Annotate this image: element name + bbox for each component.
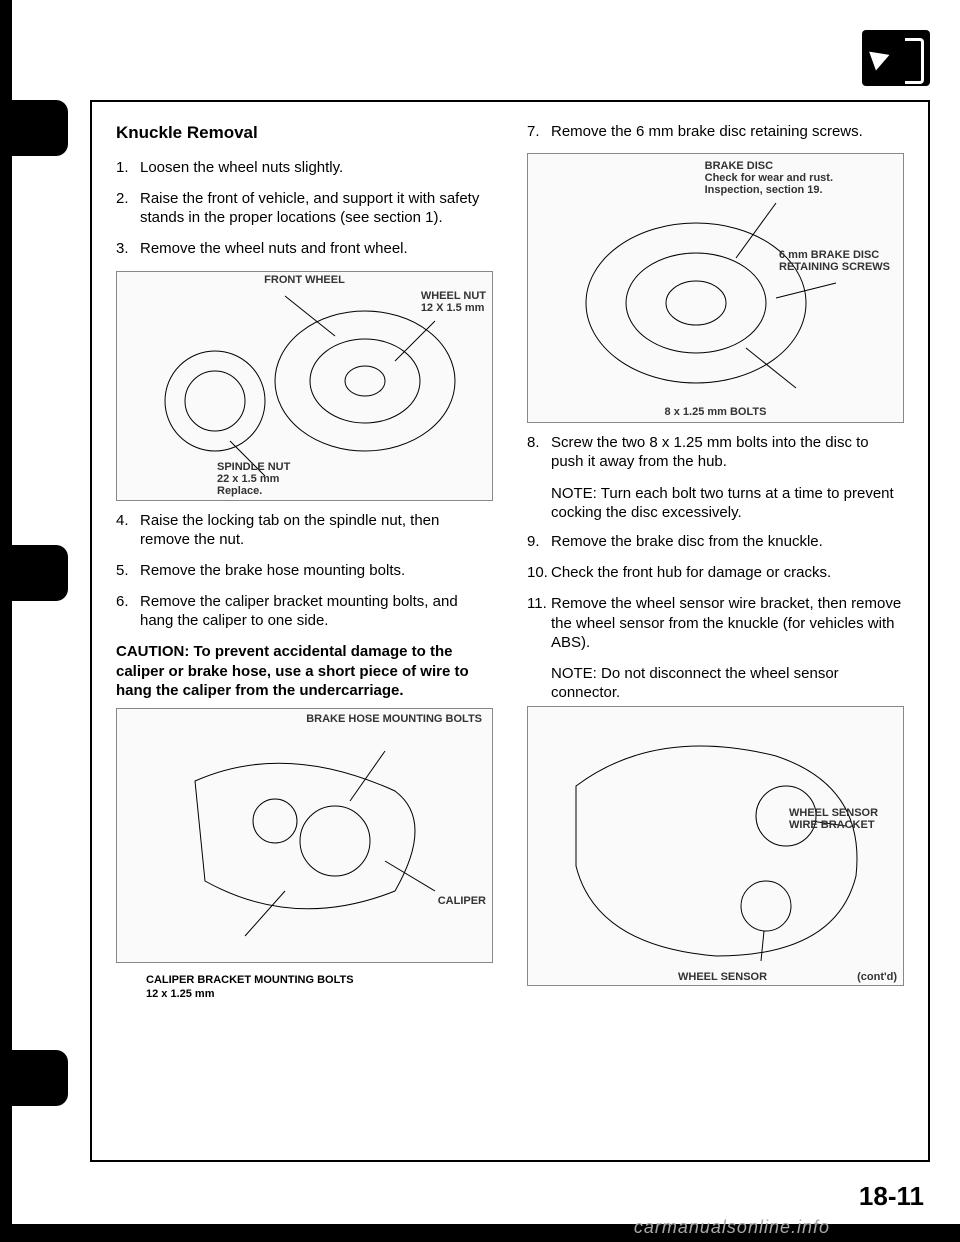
note-text: Turn each bolt two turns at a time to pr… [551,485,894,521]
step-text: Remove the wheel sensor wire bracket, th… [551,594,904,652]
step-number: 10. [527,563,551,582]
step-number: 3. [116,239,140,258]
caution-block: CAUTION: To prevent accidental damage to… [116,642,493,700]
caution-label: CAUTION: [116,643,189,660]
label-spec: 12 x 1.25 mm [146,988,215,1000]
step-item: 11.Remove the wheel sensor wire bracket,… [527,594,904,652]
note-label: NOTE: [551,665,597,682]
wheel-sensor-diagram [536,716,896,976]
contd-label: (cont'd) [857,971,897,983]
figure-label: WHEEL SENSOR WIRE BRACKET [789,807,899,831]
figure-brake-disc: BRAKE DISC Check for wear and rust. Insp… [527,153,904,423]
figure-label: BRAKE DISC Check for wear and rust. Insp… [705,160,833,196]
step-text: Loosen the wheel nuts slightly. [140,158,493,177]
page: Knuckle Removal 1.Loosen the wheel nuts … [0,0,960,1242]
figure-label: FRONT WHEEL [264,274,345,286]
right-column: 7.Remove the 6 mm brake disc retaining s… [527,122,904,1144]
figure-front-wheel: FRONT WHEEL WHEEL NUT 12 X 1.5 mm [116,271,493,501]
step-text: Remove the wheel nuts and front wheel. [140,239,493,258]
label-note: Inspection, section 19. [705,184,823,196]
label-text: CALIPER BRACKET MOUNTING BOLTS [146,974,354,986]
step-item: 3.Remove the wheel nuts and front wheel. [116,239,493,258]
step-item: 10.Check the front hub for damage or cra… [527,563,904,582]
step-item: 6.Remove the caliper bracket mounting bo… [116,592,493,630]
label-text: BRAKE DISC [705,160,773,172]
scan-edge-left [0,0,12,1242]
step-item: 7.Remove the 6 mm brake disc retaining s… [527,122,904,141]
step-text: Remove the brake disc from the knuckle. [551,532,904,551]
figure-label: WHEEL NUT 12 X 1.5 mm [421,290,486,314]
label-note: Replace. [217,485,262,497]
label-text: 6 mm BRAKE DISC RETAINING SCREWS [779,249,890,273]
figure-label: CALIPER [438,895,486,907]
step-number: 9. [527,532,551,551]
label-text: WHEEL NUT [421,290,486,302]
binder-tab-icon [12,545,68,601]
step-number: 7. [527,122,551,141]
figure-label: SPINDLE NUT 22 x 1.5 mm Replace. [217,461,290,497]
section-icon [862,30,930,86]
caliper-diagram [135,721,475,951]
step-text: Raise the locking tab on the spindle nut… [140,511,493,549]
step-number: 6. [116,592,140,630]
page-number: 18-11 [859,1181,924,1212]
note-block: NOTE: Turn each bolt two turns at a time… [527,484,904,522]
step-number: 1. [116,158,140,177]
figure-caliper: BRAKE HOSE MOUNTING BOLTS CALIPER [116,708,493,963]
figure-label: CALIPER BRACKET MOUNTING BOLTS 12 x 1.25… [116,973,493,1001]
step-item: 4.Raise the locking tab on the spindle n… [116,511,493,549]
label-text: WHEEL SENSOR WIRE BRACKET [789,807,878,831]
brake-disc-diagram [536,163,896,413]
step-text: Remove the 6 mm brake disc retaining scr… [551,122,904,141]
step-text: Remove the caliper bracket mounting bolt… [140,592,493,630]
step-text: Screw the two 8 x 1.25 mm bolts into the… [551,433,904,471]
label-note: Check for wear and rust. [705,172,833,184]
note-block: NOTE: Do not disconnect the wheel sensor… [527,664,904,702]
step-item: 5.Remove the brake hose mounting bolts. [116,561,493,580]
figure-wheel-sensor: WHEEL SENSOR WIRE BRACKET WHEEL SENSOR (… [527,706,904,986]
step-number: 8. [527,433,551,471]
step-number: 2. [116,189,140,227]
figure-label: WHEEL SENSOR [678,971,767,983]
step-number: 4. [116,511,140,549]
binder-tab-icon [12,1050,68,1106]
step-item: 8.Screw the two 8 x 1.25 mm bolts into t… [527,433,904,471]
step-text: Remove the brake hose mounting bolts. [140,561,493,580]
label-text: SPINDLE NUT [217,461,290,473]
figure-label: BRAKE HOSE MOUNTING BOLTS [306,713,482,725]
figure-label: 8 x 1.25 mm BOLTS [665,406,767,418]
step-item: 9.Remove the brake disc from the knuckle… [527,532,904,551]
step-text: Raise the front of vehicle, and support … [140,189,493,227]
content-frame: Knuckle Removal 1.Loosen the wheel nuts … [90,100,930,1162]
binder-tab-icon [12,100,68,156]
step-item: 2.Raise the front of vehicle, and suppor… [116,189,493,227]
step-item: 1.Loosen the wheel nuts slightly. [116,158,493,177]
figure-label: 6 mm BRAKE DISC RETAINING SCREWS [779,249,899,273]
step-text: Check the front hub for damage or cracks… [551,563,904,582]
left-column: Knuckle Removal 1.Loosen the wheel nuts … [116,122,493,1144]
section-title: Knuckle Removal [116,122,493,144]
note-label: NOTE: [551,485,597,502]
step-number: 11. [527,594,551,652]
label-spec: 22 x 1.5 mm [217,473,279,485]
watermark: carmanualsonline.info [634,1217,830,1238]
label-spec: 12 X 1.5 mm [421,302,485,314]
step-number: 5. [116,561,140,580]
